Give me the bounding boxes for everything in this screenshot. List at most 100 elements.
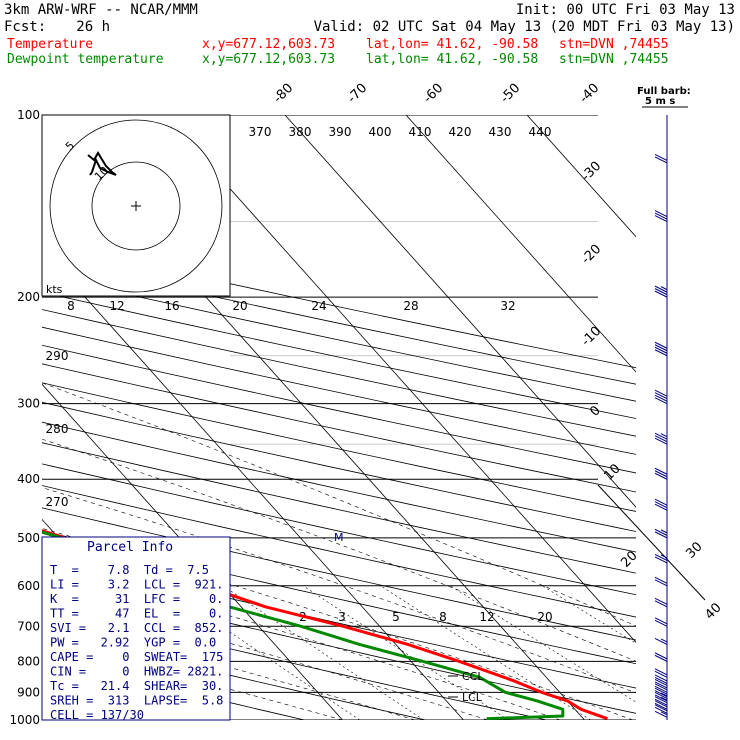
isotherm-label: -80: [271, 81, 297, 107]
parcel-info-line: PW = 2.92 YGP = 0.0: [50, 636, 216, 650]
wind-barb: [654, 527, 668, 539]
valid-time: Valid: 02 UTC Sat 04 May 13 (20 MDT Fri …: [314, 19, 735, 35]
dry-adiabat: [42, 630, 426, 720]
dry-adiabat: [42, 291, 636, 419]
hodograph: 5 10 kts: [41, 114, 231, 297]
dewpoint-latlon: lat,lon= 41.62, -90.58: [366, 52, 538, 67]
forecast-label: Fcst:: [4, 19, 46, 35]
wind-barb: [654, 389, 668, 405]
mixing-ratio-upper-label: 12: [109, 299, 124, 313]
dry-adiabat: [42, 603, 547, 720]
hodograph-ring-inner: [91, 161, 181, 251]
isotherm: [405, 115, 636, 373]
dewpoint-station: stn=DVN ,74455: [559, 52, 669, 67]
parcel-info-line: K = 31 LFC = 0.: [50, 592, 223, 606]
wind-barb: [654, 341, 668, 357]
moist-adiabat: [42, 616, 416, 720]
theta-label: 290: [46, 349, 69, 363]
mixing-ratio-line: [542, 585, 636, 644]
wind-barb: [654, 616, 668, 627]
wind-barb: [654, 432, 668, 445]
isotherm-label: -70: [345, 81, 371, 107]
wind-barb: [654, 467, 668, 480]
theta-e-label: 380: [289, 125, 312, 139]
mixing-ratio-lower-label: 3: [338, 610, 346, 624]
theta-e-label: 410: [409, 125, 432, 139]
moist-adiabat: [42, 591, 488, 720]
isotherm: [284, 115, 636, 508]
wind-barb: [654, 651, 668, 662]
parcel-info-line: SVI = 2.1 CCL = 852.: [50, 621, 223, 635]
dry-adiabat: [42, 326, 636, 455]
mixing-ratio-upper-label: 24: [311, 299, 326, 313]
theta-e-label: 370: [249, 125, 272, 139]
pressure-label-800: 800: [17, 654, 40, 668]
forecast-hour: 26 h: [76, 19, 110, 35]
dry-adiabat: [42, 485, 636, 618]
parcel-info-line: SREH = 313 LAPSE= 5.8: [50, 694, 223, 708]
dry-adiabat: [42, 463, 636, 596]
wind-barb: [654, 152, 668, 164]
parcel-info-line: TT = 47 EL = 0.: [50, 607, 223, 621]
pressure-label-700: 700: [17, 619, 40, 633]
mixing-ratio-upper-label: 32: [500, 299, 515, 313]
annotation-ccl: CCL: [462, 670, 484, 683]
parcel-info-frame: [41, 536, 231, 721]
dry-adiabat: [42, 309, 636, 437]
mixing-ratio-line: [302, 585, 509, 720]
annotation-m: M: [334, 531, 344, 544]
temperature-xy: x,y=677.12,603.73: [202, 37, 335, 52]
pressure-label-1000: 1000: [9, 713, 40, 727]
barb-legend-unit: 5 m s: [645, 96, 675, 107]
theta-label: 270: [46, 495, 69, 509]
isotherm-label: -30: [579, 159, 605, 185]
mixing-ratio-lower-label: 20: [537, 610, 552, 624]
hodograph-trace: [87, 151, 117, 176]
isotherm: [163, 115, 636, 643]
isotherm-label: 0: [587, 403, 603, 419]
pressure-label-900: 900: [17, 685, 40, 699]
parcel-info-line: Tc = 21.4 SHEAR= 30.: [50, 679, 223, 693]
parcel-info-line: CIN = 0 HWBZ= 2821.: [50, 665, 223, 679]
parcel-info-title: Parcel Info: [87, 540, 173, 555]
parcel-info-line: LI = 3.2 LCL = 921.: [50, 578, 223, 592]
annotation-lcl: LCL: [462, 691, 483, 704]
dry-adiabat: [42, 258, 636, 385]
mixing-ratio-line: [450, 585, 636, 703]
moist-adiabat: [42, 487, 636, 694]
mixing-ratio-lower-label: 12: [479, 610, 494, 624]
pressure-label-100: 100: [17, 108, 40, 122]
isotherm-label: -40: [577, 81, 603, 107]
parcel-info-box: Parcel Info T = 7.8 Td = 7.5LI = 3.2 LCL…: [41, 536, 231, 722]
isotherm: [42, 248, 464, 720]
barb-legend-title: Full barb:: [637, 86, 691, 97]
parcel-info-line: CAPE = 0 SWEAT= 175: [50, 650, 223, 664]
diagram-right-edge: [597, 484, 706, 601]
mixing-ratio-lower-label: 5: [392, 610, 400, 624]
isotherm: [526, 115, 636, 238]
theta-e-label: 430: [489, 125, 512, 139]
annotations: M CCL LCL: [334, 531, 484, 704]
pressure-label-300: 300: [17, 397, 40, 411]
mixing-ratio-upper-label: 16: [164, 299, 179, 313]
temperature-profile: [42, 529, 609, 720]
theta-e-label: 440: [529, 125, 552, 139]
hodograph-units: kts: [46, 283, 63, 296]
dewpoint-xy: x,y=677.12,603.73: [202, 52, 335, 67]
temperature-station: stn=DVN ,74455: [559, 37, 669, 52]
pressure-label-600: 600: [17, 579, 40, 593]
parcel-info-line: T = 7.8 Td = 7.5: [50, 563, 209, 577]
wind-barb: [654, 575, 668, 587]
wind-barb: [654, 596, 668, 608]
model-title: 3km ARW-WRF -- NCAR/MMM: [4, 2, 198, 18]
isotherm-label: 10: [601, 461, 623, 483]
mixing-ratio-line: [380, 585, 591, 720]
isotherm: [42, 383, 343, 720]
wind-barb: [654, 634, 668, 645]
pressure-label-200: 200: [17, 290, 40, 304]
mixing-ratio-line: [222, 585, 424, 720]
mixing-ratio-upper-label: 28: [403, 299, 418, 313]
isotherm-label: -10: [579, 324, 605, 350]
dewpoint-legend-label: Dewpoint temperature: [7, 52, 164, 67]
